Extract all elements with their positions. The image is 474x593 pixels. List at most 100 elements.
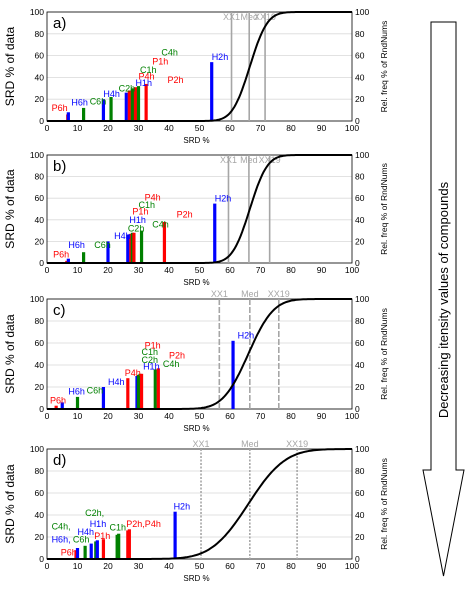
reference-line-label: XX19: [254, 12, 276, 22]
cdf-curve: [47, 298, 352, 410]
x-tick-label: 90: [317, 265, 327, 275]
reference-line-label: XX19: [268, 289, 290, 299]
x-tick-label: 90: [317, 561, 327, 571]
y2-tick-label: 100: [355, 150, 369, 160]
bar: [153, 369, 157, 409]
bar-label: C6h: [90, 97, 107, 107]
x-tick-label: 0: [45, 265, 50, 275]
y2-axis-label: Rel. freq % of RndNums: [379, 21, 389, 113]
bar: [101, 539, 106, 559]
panel-label: b): [53, 158, 66, 175]
x-tick-label: 40: [164, 411, 174, 421]
y-tick-label: 100: [30, 294, 44, 304]
x-tick-label: 100: [345, 411, 359, 421]
bar-label: C1h: [139, 200, 156, 210]
x-tick-label: 40: [164, 123, 174, 133]
y-tick-label: 20: [35, 532, 45, 542]
bar: [162, 221, 167, 263]
y2-tick-label: 40: [355, 360, 365, 370]
x-tick-label: 10: [73, 411, 83, 421]
y-tick-label: 100: [30, 7, 44, 17]
y-tick-label: 40: [35, 72, 45, 82]
y-tick-label: 40: [35, 215, 45, 225]
y2-tick-label: 80: [355, 316, 365, 326]
x-tick-label: 60: [225, 561, 235, 571]
bar: [95, 540, 99, 559]
y2-tick-label: 0: [355, 404, 360, 414]
bar-label: H1h: [143, 361, 160, 371]
y2-tick-label: 20: [355, 532, 365, 542]
bar: [139, 230, 144, 263]
y2-tick-label: 20: [355, 382, 365, 392]
x-tick-label: 20: [103, 561, 113, 571]
x-tick-label: 100: [345, 265, 359, 275]
down-arrow-shape: [422, 21, 465, 577]
bar-label: H1h: [135, 78, 152, 88]
cdf-curve: [47, 448, 352, 560]
bar-label: C4h: [161, 48, 178, 58]
bar-label: H4h: [103, 89, 120, 99]
x-tick-label: 10: [73, 561, 83, 571]
bar-label: C4h: [152, 219, 169, 229]
panel-label: d): [53, 452, 66, 469]
bar-label: P4h: [125, 368, 141, 378]
y2-tick-label: 20: [355, 236, 365, 246]
x-tick-label: 30: [134, 123, 144, 133]
x-tick-label: 30: [134, 265, 144, 275]
y2-tick-label: 80: [355, 29, 365, 39]
y-tick-label: 20: [35, 382, 45, 392]
y2-tick-label: 80: [355, 172, 365, 182]
y2-tick-label: 60: [355, 51, 365, 61]
bar-label: P6h: [61, 548, 77, 558]
x-tick-label: 80: [286, 411, 296, 421]
bar-label: H4h: [108, 377, 125, 387]
bar: [139, 373, 144, 409]
panel-label: c): [53, 302, 66, 319]
side-arrow: Decreasing itensity values of compounds: [422, 21, 465, 577]
y-axis-label: SRD % of data: [3, 169, 17, 249]
y2-tick-label: 60: [355, 488, 365, 498]
bar-label: P1h: [145, 341, 161, 351]
bar-label: H4h: [78, 527, 95, 537]
y-tick-label: 60: [35, 51, 45, 61]
y-axis-label: SRD % of data: [3, 464, 17, 544]
y-axis-label: SRD % of data: [3, 26, 17, 106]
bar-label: H6h: [68, 240, 85, 250]
y-tick-label: 20: [35, 236, 45, 246]
bar-label: H4h: [114, 231, 131, 241]
y-tick-label: 40: [35, 510, 45, 520]
bar: [127, 90, 131, 121]
bar-label: H2h: [215, 193, 232, 203]
x-tick-label: 40: [164, 561, 174, 571]
bar: [66, 258, 70, 263]
bar-label: P1h: [94, 531, 110, 541]
reference-line-label: Med: [241, 289, 259, 299]
bar-label: P2h: [167, 75, 183, 85]
bar-label: C1h: [140, 65, 157, 75]
y2-tick-label: 100: [355, 444, 369, 454]
y2-axis-label: Rel. freq % of RndNums: [379, 308, 389, 400]
y-tick-label: 80: [35, 466, 45, 476]
bar-label: P2h: [177, 210, 193, 220]
x-tick-label: 100: [345, 123, 359, 133]
y-tick-label: 100: [30, 150, 44, 160]
bar: [210, 62, 214, 121]
y2-tick-label: 60: [355, 193, 365, 203]
bar: [75, 396, 80, 409]
bar-label: H6h,: [52, 535, 71, 545]
bar-label: C4h: [163, 359, 180, 369]
y-tick-label: 0: [39, 116, 44, 126]
y-tick-label: 0: [39, 404, 44, 414]
x-axis-label: SRD %: [183, 574, 209, 583]
x-tick-label: 50: [195, 411, 205, 421]
x-tick-label: 90: [317, 123, 327, 133]
bar-label: C2h: [119, 84, 136, 94]
y2-tick-label: 40: [355, 72, 365, 82]
bar-label: C6h: [87, 386, 104, 396]
x-tick-label: 60: [225, 123, 235, 133]
y-tick-label: 60: [35, 338, 45, 348]
bar: [136, 86, 141, 121]
bar: [213, 203, 217, 263]
